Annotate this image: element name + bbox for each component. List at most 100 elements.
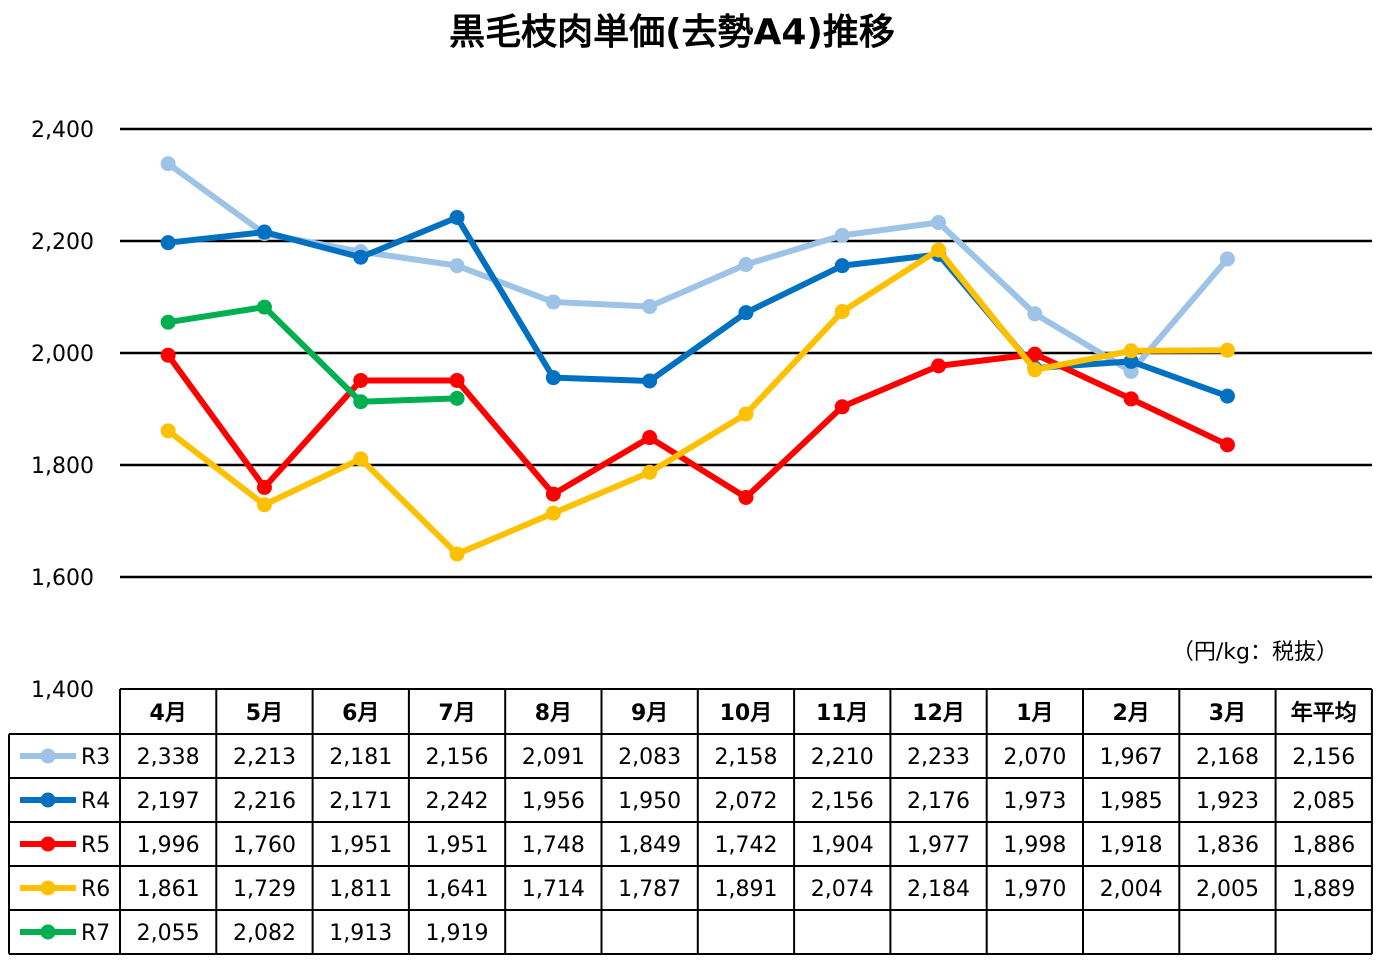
table-cell: 1,811 [329, 877, 392, 902]
data-point [353, 394, 369, 410]
legend-marker [40, 924, 56, 940]
y-axis-ticks: 1,400 1,600 1,800 2,000 2,200 2,400 [31, 118, 94, 703]
data-point [256, 479, 272, 495]
data-point [642, 430, 658, 446]
legend-label: R3 [81, 745, 110, 770]
data-point [738, 406, 754, 422]
table-cell: 1,967 [1100, 745, 1163, 770]
data-point [545, 505, 561, 521]
data-point [834, 399, 850, 415]
legend-key-R6 [20, 880, 76, 896]
data-point [642, 464, 658, 480]
data-point [738, 489, 754, 505]
data-point [256, 497, 272, 513]
table-header-cell: 9月 [631, 701, 668, 726]
table-cell: 2,176 [907, 789, 970, 814]
table-cell: 2,004 [1100, 877, 1163, 902]
table-cell: 1,760 [233, 833, 296, 858]
table-header-cell: 5月 [246, 701, 283, 726]
data-point [256, 299, 272, 315]
table-cell: 2,072 [714, 789, 777, 814]
table-cell: 2,210 [811, 745, 874, 770]
data-point [834, 304, 850, 320]
data-point [834, 258, 850, 274]
data-point [160, 314, 176, 330]
table-cell: 1,918 [1100, 833, 1163, 858]
series-line [166, 161, 1230, 375]
data-point [545, 486, 561, 502]
legend-label: R5 [81, 833, 110, 858]
table-cell: 1,714 [522, 877, 585, 902]
series-line [167, 304, 458, 405]
table-cell: 1,985 [1100, 789, 1163, 814]
data-point [160, 156, 176, 172]
series-R6 [160, 242, 1235, 562]
data-point [256, 224, 272, 240]
table-header-cell: 1月 [1016, 701, 1053, 726]
data-point [1219, 251, 1235, 267]
data-point [1027, 346, 1043, 362]
table-cell: 2,184 [907, 877, 970, 902]
legend-key-R7 [20, 924, 76, 940]
unit-note: （円/kg：税抜） [1172, 640, 1338, 665]
table-cell: 1,748 [522, 833, 585, 858]
data-point [931, 215, 947, 231]
data-point [1027, 306, 1043, 322]
data-point [1219, 437, 1235, 453]
table-header-cell: 11月 [816, 701, 869, 726]
series-R7 [160, 299, 465, 410]
table-cell: 1,641 [426, 877, 489, 902]
table-cell: 1,923 [1196, 789, 1259, 814]
legend-label: R7 [81, 921, 110, 946]
y-tick-label: 2,000 [31, 342, 94, 367]
series-R5 [160, 346, 1235, 505]
table-cell: 2,005 [1196, 877, 1259, 902]
grid [120, 127, 1372, 579]
table-cell: 2,168 [1196, 745, 1259, 770]
table-cell: 2,197 [137, 789, 200, 814]
data-point [160, 347, 176, 363]
y-tick-label: 1,400 [31, 678, 94, 703]
table-cell: 1,956 [522, 789, 585, 814]
table-cell: 1,996 [137, 833, 200, 858]
table-cell: 2,156 [811, 789, 874, 814]
data-point [738, 305, 754, 321]
table-cell: 1,973 [1003, 789, 1066, 814]
y-tick-label: 2,400 [31, 118, 94, 143]
table-cell: 2,338 [137, 745, 200, 770]
data-point [449, 258, 465, 274]
data-point [353, 451, 369, 467]
series-line [166, 246, 1228, 558]
table-cell: 2,055 [137, 921, 200, 946]
table-cell: 1,977 [907, 833, 970, 858]
data-point [160, 235, 176, 251]
table-cell: 2,070 [1003, 745, 1066, 770]
table-cell: 1,849 [618, 833, 681, 858]
table-cell: 2,074 [811, 877, 874, 902]
table-cell: 2,242 [426, 789, 489, 814]
table-header-cell: 8月 [535, 701, 572, 726]
legend-key-R3 [20, 748, 76, 764]
table-cell: 1,951 [426, 833, 489, 858]
table-header-cell: 10月 [720, 701, 773, 726]
legend-marker [40, 748, 56, 764]
table-cell: 1,861 [137, 877, 200, 902]
data-point [642, 373, 658, 389]
data-point [1219, 388, 1235, 404]
table-header-average: 年平均 [1291, 700, 1357, 726]
table-cell-average: 2,156 [1292, 745, 1355, 770]
table-header-cell: 3月 [1209, 701, 1246, 726]
data-point [353, 249, 369, 265]
table-header-cell: 4月 [149, 701, 186, 726]
table-cell: 1,836 [1196, 833, 1259, 858]
data-point [449, 209, 465, 225]
table-header-cell: 6月 [342, 701, 379, 726]
table-cell: 1,742 [714, 833, 777, 858]
data-point [545, 294, 561, 310]
series-R3 [160, 156, 1235, 379]
data-point [1219, 342, 1235, 358]
table-cell: 1,919 [426, 921, 489, 946]
table-cell: 2,082 [233, 921, 296, 946]
data-point [1027, 362, 1043, 378]
table-cell: 2,171 [329, 789, 392, 814]
